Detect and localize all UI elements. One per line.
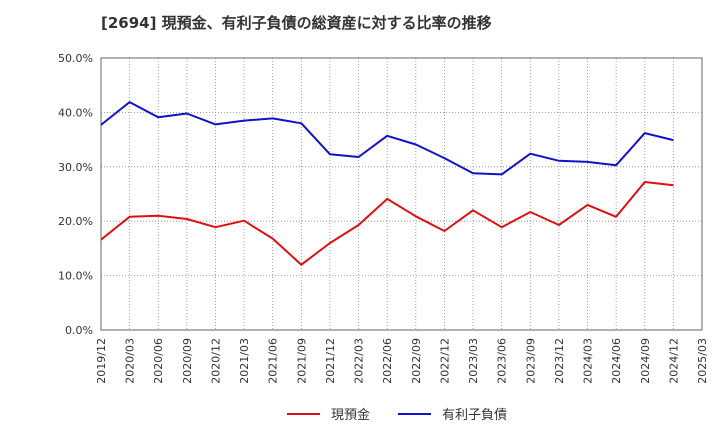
x-tick-label: 2019/12 (95, 338, 108, 384)
axis-layer: 0.0% 10.0% 20.0% 30.0% 40.0% 50.0% 2019/12 2020… (58, 52, 709, 384)
chart-title: [2694] 現預金、有利子負債の総資産に対する比率の推移 (101, 14, 492, 32)
x-tick-label: 2022/09 (410, 338, 423, 384)
x-tick-label: 2023/06 (496, 338, 509, 384)
x-tick-label: 2020/03 (124, 338, 137, 384)
plot-area (101, 58, 702, 330)
plot-border (100, 57, 703, 331)
series-line-debt (100, 101, 674, 176)
legend: 現預金 有利子負債 (287, 407, 507, 423)
y-tick-label: 0.0% (65, 324, 93, 337)
x-tick-label: 2021/03 (238, 338, 251, 384)
x-tick-label: 2024/09 (639, 338, 652, 384)
x-tick-label: 2020/09 (181, 338, 194, 384)
x-tick-label: 2022/03 (353, 338, 366, 384)
x-tick-label: 2022/06 (381, 338, 394, 384)
x-tick-label: 2023/03 (467, 338, 480, 384)
legend-label: 現預金 (331, 407, 370, 423)
x-tick-label: 2020/12 (209, 338, 222, 384)
y-tick-label: 40.0% (58, 106, 93, 119)
x-tick-label: 2024/06 (610, 338, 623, 384)
x-tick-label: 2024/03 (582, 338, 595, 384)
y-tick-label: 50.0% (58, 52, 93, 65)
x-tick-label: 2021/09 (295, 338, 308, 384)
x-tick-label: 2021/06 (267, 338, 280, 384)
x-tick-label: 2021/12 (324, 338, 337, 384)
y-tick-label: 10.0% (58, 270, 93, 283)
x-tick-label: 2025/03 (696, 338, 709, 384)
x-tick-label: 2023/12 (553, 338, 566, 384)
series-layer (100, 101, 674, 266)
x-tick-label: 2024/12 (667, 338, 680, 384)
x-tick-label: 2020/06 (152, 338, 165, 384)
series-line-cash (100, 181, 674, 266)
x-tick-label: 2022/12 (438, 338, 451, 384)
y-tick-label: 30.0% (58, 161, 93, 174)
legend-label: 有利子負債 (442, 408, 507, 423)
y-tick-label: 20.0% (58, 215, 93, 228)
x-tick-label: 2023/09 (524, 338, 537, 384)
